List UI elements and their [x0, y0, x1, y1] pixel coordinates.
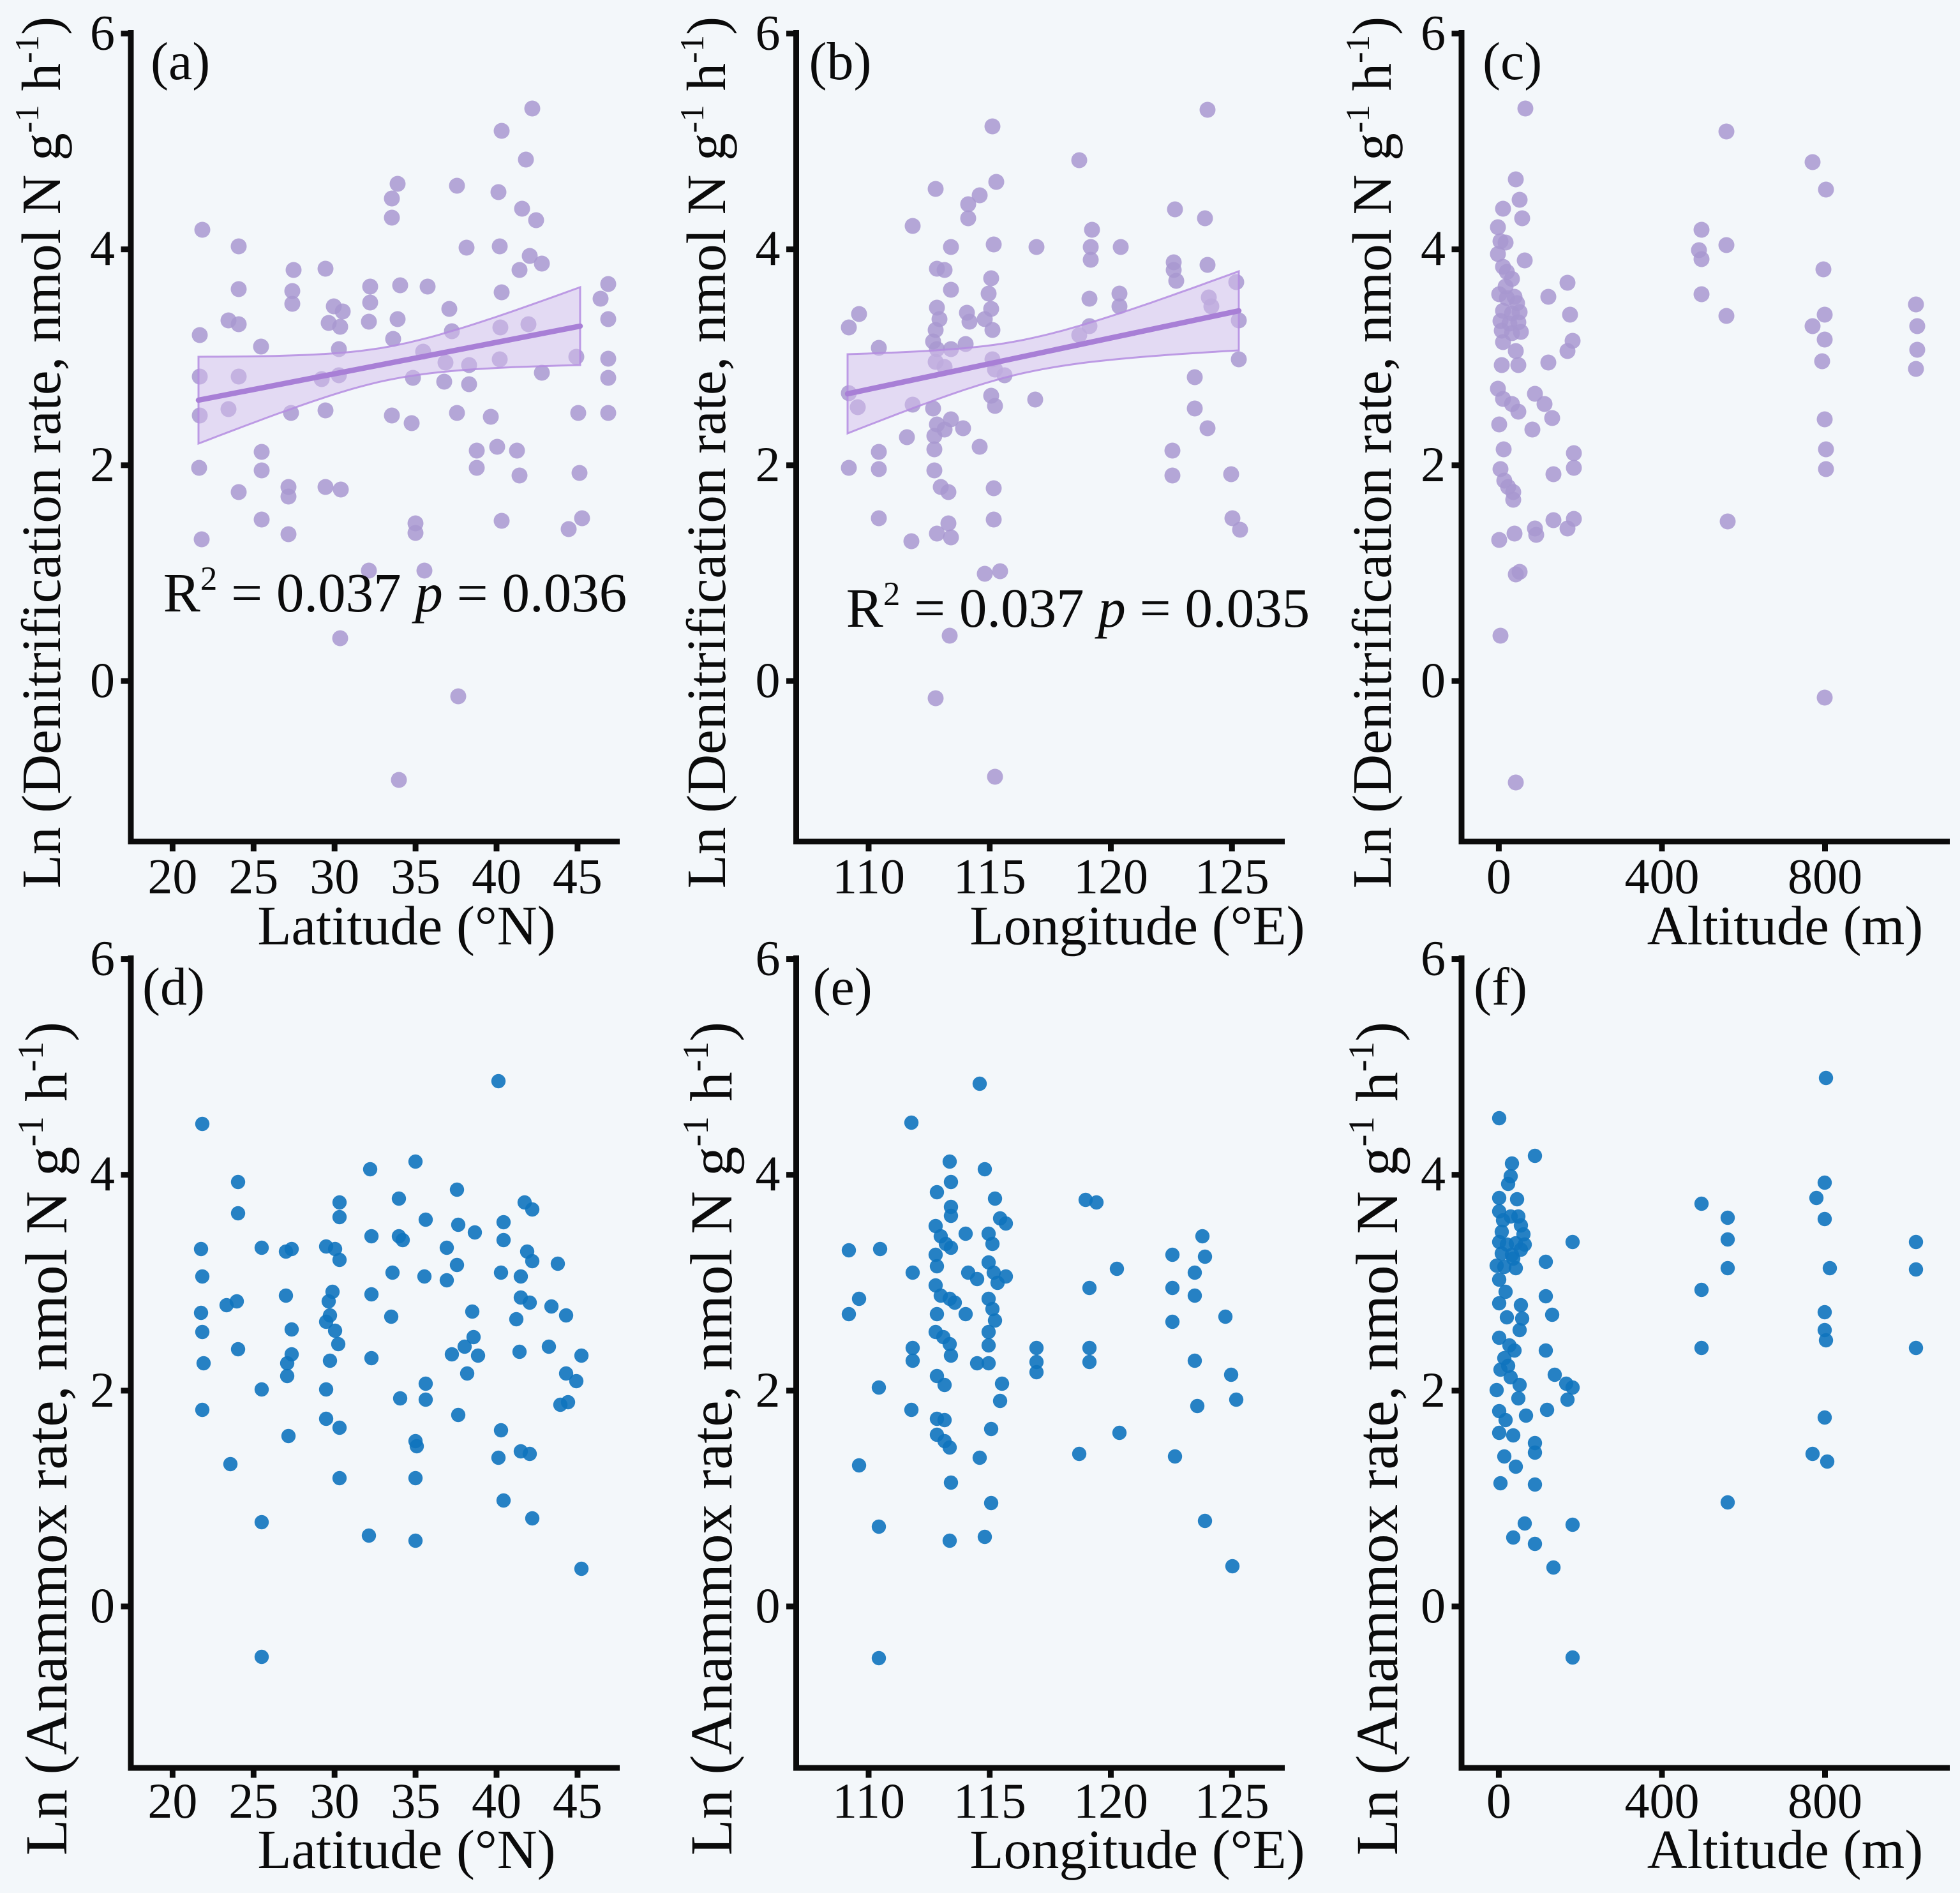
svg-text:20: 20 — [147, 849, 197, 904]
svg-text:2: 2 — [90, 1362, 115, 1418]
svg-text:Ln (Anammox rate, nmol N g-1 h: Ln (Anammox rate, nmol N g-1 h-1) — [1342, 1022, 1410, 1855]
svg-text:4: 4 — [756, 221, 781, 276]
svg-text:Latitude (°N): Latitude (°N) — [257, 1818, 555, 1880]
svg-text:2: 2 — [756, 437, 781, 492]
svg-text:125: 125 — [1195, 849, 1269, 904]
svg-text:Ln (Denitrification rate, nmol: Ln (Denitrification rate, nmol N g-1 h-1… — [9, 17, 72, 888]
svg-text:4: 4 — [90, 1146, 115, 1202]
svg-text:35: 35 — [391, 849, 440, 904]
svg-text:110: 110 — [832, 849, 905, 904]
svg-text:120: 120 — [1074, 849, 1148, 904]
svg-text:2: 2 — [90, 437, 115, 492]
svg-text:Ln (Denitrification rate, nmol: Ln (Denitrification rate, nmol N g-1 h-1… — [674, 17, 737, 888]
svg-text:25: 25 — [228, 1773, 278, 1829]
svg-text:40: 40 — [472, 1773, 521, 1829]
svg-text:6: 6 — [1421, 5, 1446, 61]
svg-text:6: 6 — [90, 931, 115, 986]
svg-text:6: 6 — [1421, 931, 1446, 986]
svg-text:(a): (a) — [151, 32, 210, 91]
svg-text:0: 0 — [1486, 1773, 1511, 1829]
svg-text:Altitude (m): Altitude (m) — [1647, 895, 1924, 957]
svg-text:0: 0 — [1486, 849, 1511, 904]
svg-text:6: 6 — [756, 931, 781, 986]
svg-text:20: 20 — [147, 1773, 197, 1829]
svg-text:400: 400 — [1625, 849, 1700, 904]
svg-text:6: 6 — [756, 5, 781, 61]
svg-text:4: 4 — [90, 221, 115, 276]
svg-text:25: 25 — [228, 849, 278, 904]
svg-text:0: 0 — [90, 652, 115, 708]
svg-text:R2 = 0.037 p = 0.035: R2 = 0.037 p = 0.035 — [846, 576, 1310, 639]
svg-text:(b): (b) — [809, 32, 872, 91]
svg-text:(f): (f) — [1474, 957, 1527, 1017]
svg-text:0: 0 — [756, 652, 781, 708]
svg-text:120: 120 — [1074, 1773, 1148, 1829]
svg-text:115: 115 — [954, 1773, 1026, 1829]
svg-text:0: 0 — [90, 1578, 115, 1633]
svg-text:Altitude (m): Altitude (m) — [1647, 1818, 1924, 1880]
svg-text:R2 = 0.037 p = 0.036: R2 = 0.037 p = 0.036 — [163, 560, 627, 624]
svg-text:(d): (d) — [142, 957, 205, 1017]
svg-text:35: 35 — [391, 1773, 440, 1829]
svg-text:110: 110 — [832, 1773, 905, 1829]
svg-text:Latitude (°N): Latitude (°N) — [257, 895, 555, 957]
svg-text:Ln (Denitrification rate, nmol: Ln (Denitrification rate, nmol N g-1 h-1… — [1340, 17, 1403, 888]
svg-text:Ln (Anammox rate, nmol N g-1 h: Ln (Anammox rate, nmol N g-1 h-1) — [11, 1022, 80, 1855]
svg-text:800: 800 — [1788, 849, 1862, 904]
svg-text:Longitude (°E): Longitude (°E) — [969, 895, 1305, 957]
svg-text:115: 115 — [954, 849, 1026, 904]
svg-text:Ln (Anammox rate, nmol N g-1 h: Ln (Anammox rate, nmol N g-1 h-1) — [676, 1022, 745, 1855]
svg-text:2: 2 — [756, 1362, 781, 1418]
svg-text:(c): (c) — [1483, 32, 1542, 91]
svg-text:0: 0 — [1421, 652, 1446, 708]
svg-text:Longitude (°E): Longitude (°E) — [969, 1818, 1305, 1880]
svg-text:(e): (e) — [813, 957, 872, 1017]
svg-text:45: 45 — [553, 1773, 602, 1829]
svg-text:30: 30 — [310, 849, 359, 904]
svg-text:400: 400 — [1625, 1773, 1700, 1829]
svg-text:40: 40 — [472, 849, 521, 904]
svg-text:4: 4 — [756, 1146, 781, 1202]
svg-text:800: 800 — [1788, 1773, 1862, 1829]
svg-text:4: 4 — [1421, 1146, 1446, 1202]
svg-text:0: 0 — [1421, 1578, 1446, 1633]
svg-text:45: 45 — [553, 849, 602, 904]
svg-text:2: 2 — [1421, 437, 1446, 492]
svg-text:4: 4 — [1421, 221, 1446, 276]
svg-text:125: 125 — [1195, 1773, 1269, 1829]
svg-text:30: 30 — [310, 1773, 359, 1829]
svg-text:2: 2 — [1421, 1362, 1446, 1418]
svg-text:0: 0 — [756, 1578, 781, 1633]
svg-text:6: 6 — [90, 5, 115, 61]
